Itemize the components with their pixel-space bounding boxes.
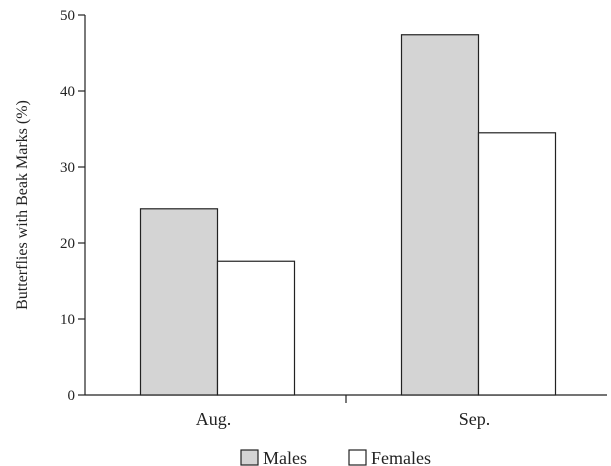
legend-label-females: Females	[371, 448, 431, 466]
legend-swatch-males	[240, 449, 259, 466]
x-tick-label: Sep.	[459, 409, 491, 429]
bar-females-sep	[477, 132, 557, 396]
legend-label-males: Males	[263, 448, 307, 466]
y-tick-label: 30	[60, 160, 75, 176]
bar-females-aug	[216, 260, 296, 396]
y-tick-label: 50	[60, 8, 75, 24]
legend: Males Females	[240, 448, 431, 466]
y-tick-label: 10	[60, 312, 75, 328]
bars-group	[139, 34, 557, 396]
y-axis-title: Butterflies with Beak Marks (%)	[14, 100, 31, 310]
bar-males-aug	[139, 208, 219, 396]
y-tick-label: 40	[60, 84, 75, 100]
x-axis: Aug. Sep.	[85, 394, 607, 429]
legend-swatch-females	[348, 449, 367, 466]
x-tick-label: Aug.	[196, 409, 232, 429]
y-axis: 0 10 20 30 40 50	[60, 8, 86, 404]
y-tick-label: 0	[68, 388, 76, 404]
y-tick-label: 20	[60, 236, 75, 252]
bar-males-sep	[400, 34, 480, 396]
